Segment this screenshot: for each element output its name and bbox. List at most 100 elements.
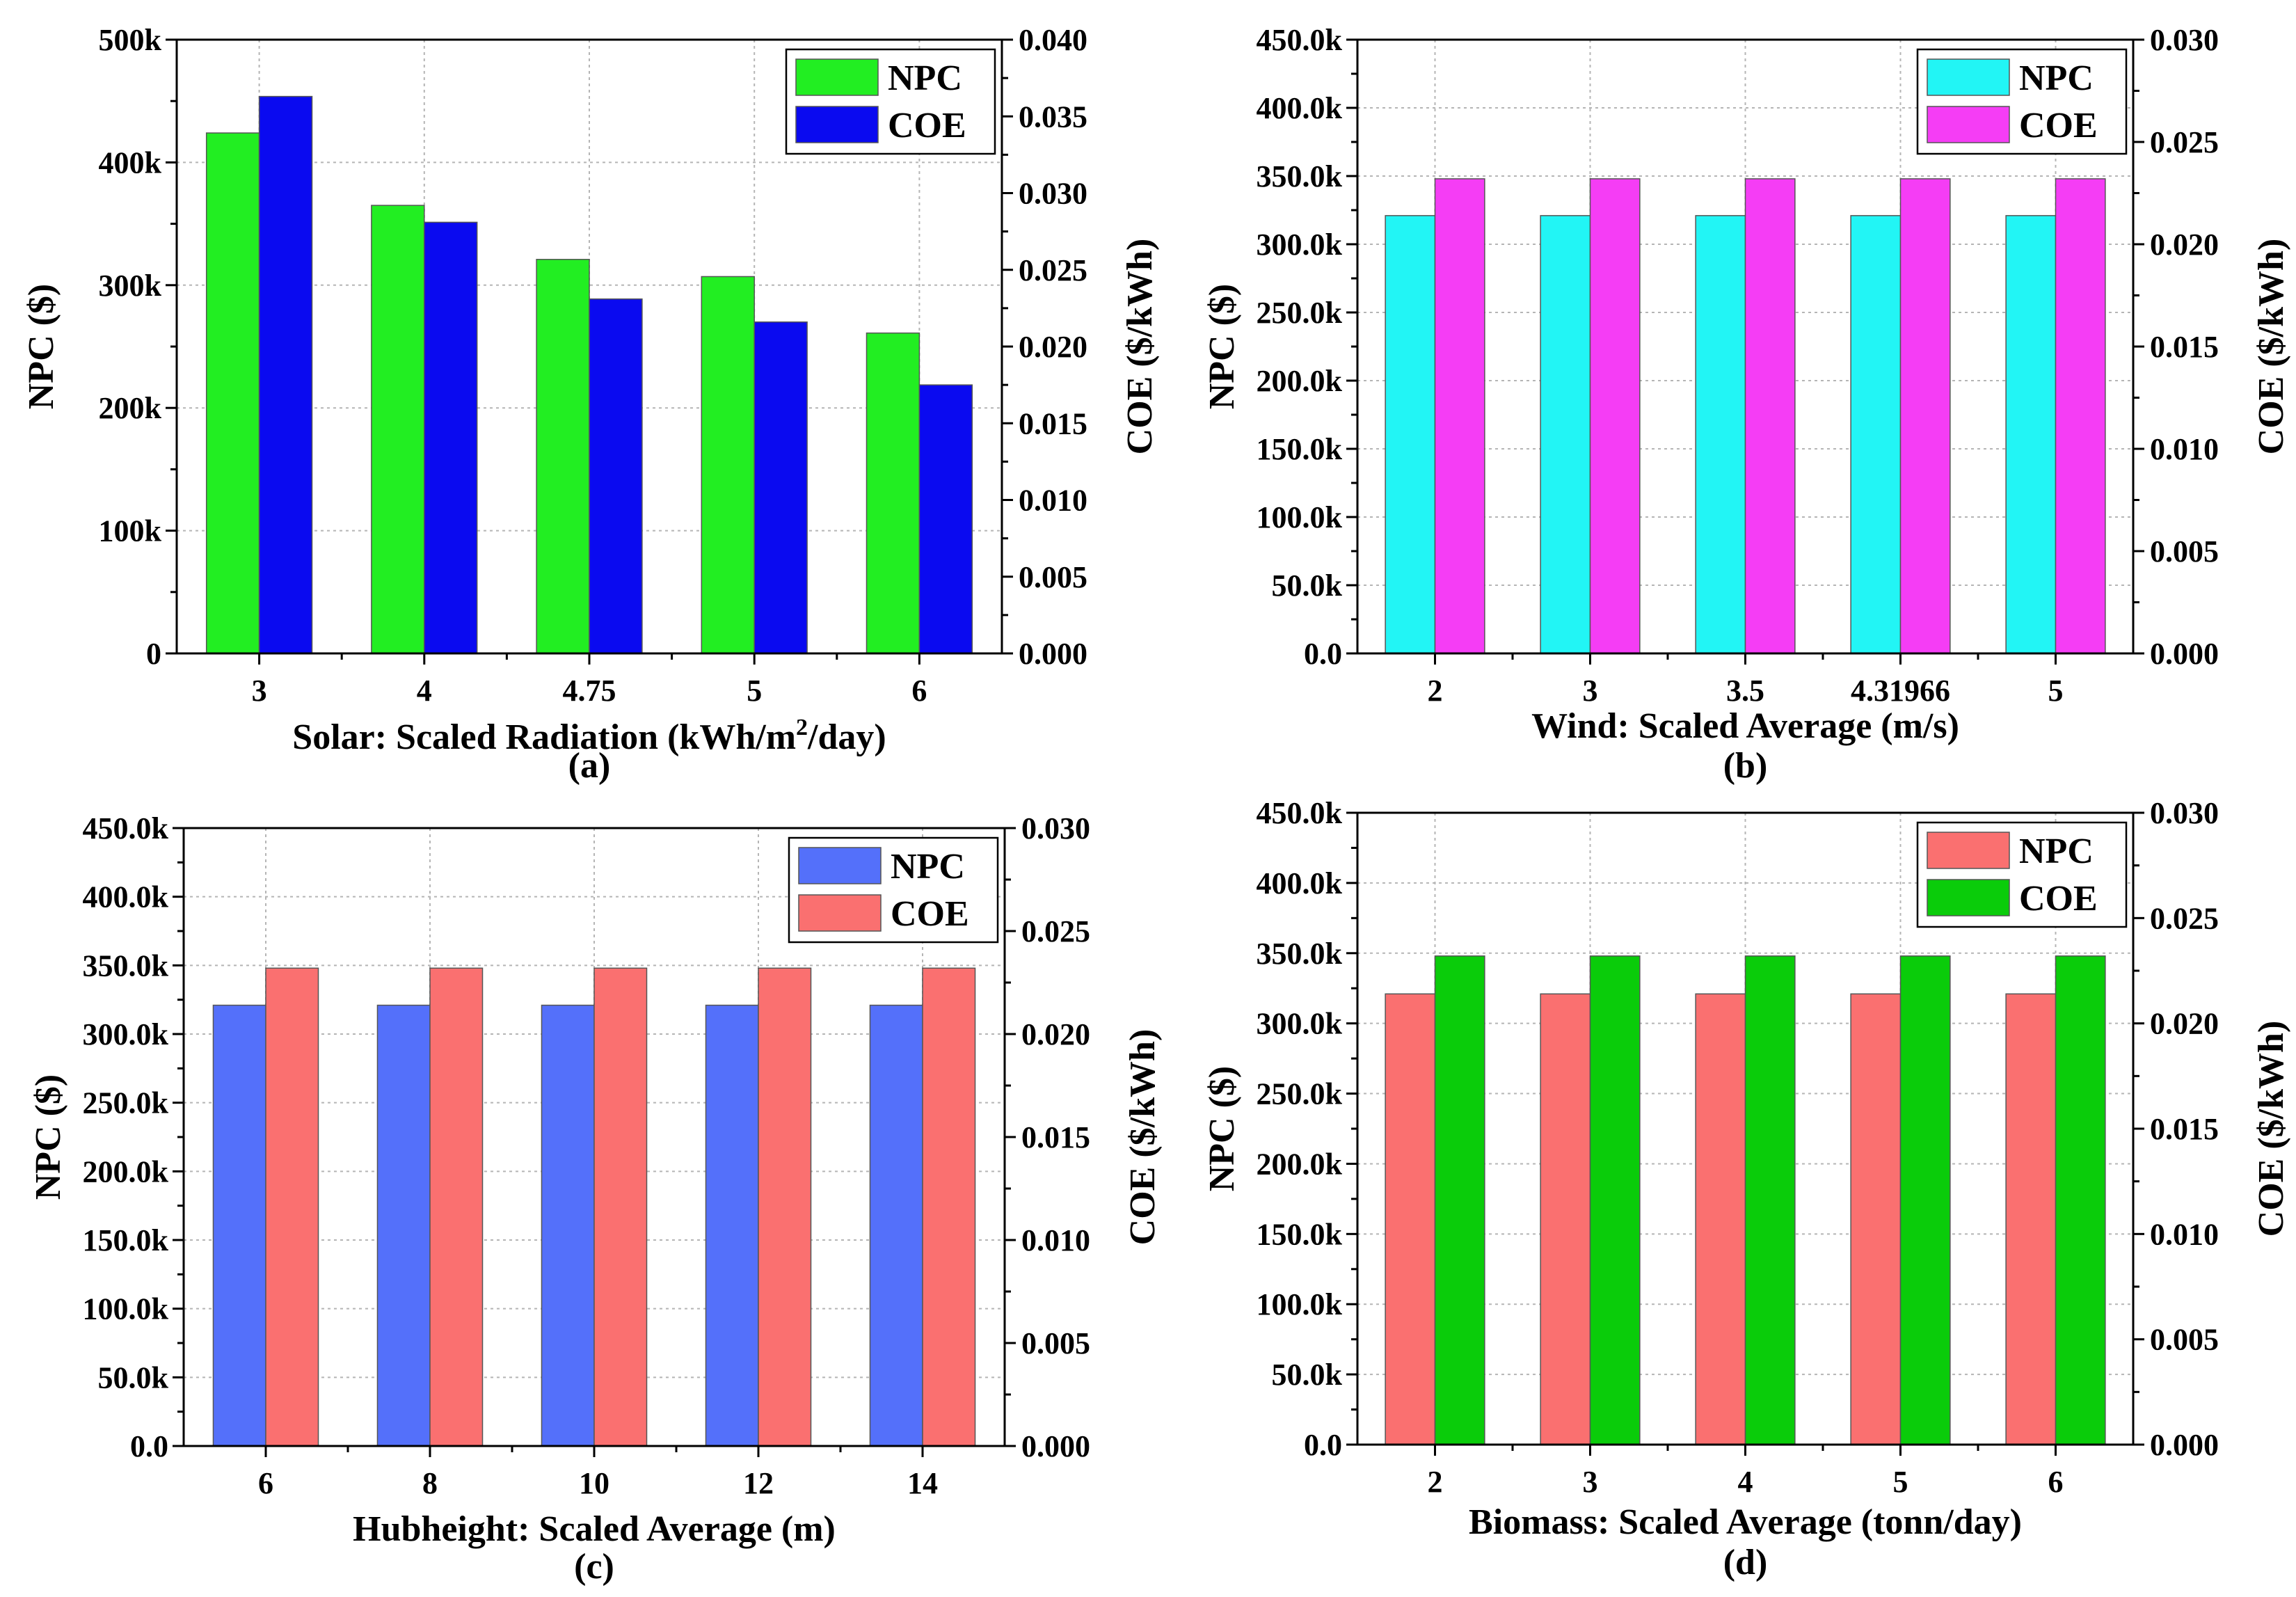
bar-coe-2: [1434, 955, 1485, 1445]
legend-swatch-npc: [1927, 58, 2010, 96]
left-axis-title: NPC ($): [22, 284, 61, 410]
bar-coe-5: [754, 321, 808, 654]
bar-coe-2: [1434, 178, 1485, 654]
legend-label-npc: NPC: [891, 847, 965, 887]
bar-npc-2: [1385, 993, 1436, 1445]
left-tick-label: 50.0k: [98, 1360, 169, 1395]
right-tick-label: 0.005: [2150, 1323, 2219, 1357]
bar-coe-6: [2055, 955, 2106, 1445]
legend-label-coe: COE: [2019, 106, 2098, 145]
right-tick-label: 0.010: [2150, 1217, 2219, 1251]
right-tick-label: 0.020: [1021, 1017, 1090, 1051]
left-tick-label: 350.0k: [83, 948, 169, 983]
legend-swatch-npc: [1927, 832, 2010, 869]
panel-caption: (d): [1723, 1543, 1768, 1582]
left-tick-label: 150.0k: [1257, 1217, 1343, 1251]
x-tick-label: 4.31966: [1851, 674, 1950, 708]
right-tick-label: 0.015: [2150, 330, 2219, 364]
x-tick-label: 5: [747, 674, 762, 708]
x-tick-label: 3: [1583, 1465, 1598, 1499]
x-axis-title: Biomass: Scaled Average (tonn/day): [1469, 1502, 2022, 1542]
left-tick-label: 150.0k: [1257, 432, 1343, 466]
bar-npc-3: [205, 132, 260, 654]
bar-npc-10: [541, 1004, 595, 1447]
legend-label-npc: NPC: [2019, 58, 2094, 98]
left-tick-label: 50.0k: [1272, 569, 1343, 603]
bar-npc-8: [376, 1004, 431, 1447]
left-tick-label: 100.0k: [1257, 1287, 1343, 1321]
left-tick-label: 250.0k: [1257, 1077, 1343, 1111]
bar-npc-4: [1695, 993, 1746, 1445]
right-tick-label: 0.010: [1021, 1223, 1090, 1257]
left-tick-label: 450.0k: [1257, 23, 1343, 57]
legend: NPC COE: [1916, 821, 2128, 928]
left-tick-label: 100.0k: [83, 1292, 169, 1326]
left-tick-label: 400.0k: [1257, 866, 1343, 900]
bar-coe-3: [258, 95, 313, 654]
right-tick-label: 0.040: [1019, 23, 1087, 57]
bar-coe-6: [918, 384, 973, 654]
left-tick-label: 200k: [99, 391, 162, 425]
left-tick-label: 400.0k: [1257, 91, 1343, 125]
left-tick-label: 100.0k: [1257, 500, 1343, 534]
legend-swatch-npc: [798, 847, 882, 884]
bar-coe-8: [429, 967, 484, 1447]
left-tick-label: 0.0: [130, 1429, 168, 1463]
bar-npc-3: [1540, 993, 1591, 1445]
right-axis-title: COE ($/kWh): [2251, 1021, 2291, 1237]
left-tick-label: 50.0k: [1272, 1358, 1343, 1392]
legend-swatch-coe: [1927, 879, 2010, 916]
bar-coe-4.75: [589, 298, 643, 654]
bar-npc-2: [1385, 215, 1436, 654]
x-tick-label: 4: [417, 674, 432, 708]
bar-npc-6: [212, 1004, 266, 1447]
x-tick-label: 4.75: [563, 674, 616, 708]
left-tick-label: 450.0k: [83, 811, 169, 845]
legend-swatch-coe: [795, 106, 879, 143]
chart-panel-b: 0.050.0k100.0k150.0k200.0k250.0k300.0k35…: [1202, 23, 2291, 786]
left-tick-label: 250.0k: [1257, 296, 1343, 330]
chart-panel-c: 0.0 50.0k 100.0k 150.0k 200.0k 250.0k 300.0k 35…: [29, 811, 1163, 1587]
left-tick-label: 450.0k: [1257, 796, 1343, 830]
left-tick-label: 300.0k: [1257, 228, 1343, 262]
bar-coe-14: [922, 967, 976, 1447]
left-tick-label: 200.0k: [1257, 364, 1343, 398]
x-tick-label: 10: [579, 1466, 609, 1500]
bar-npc-5: [701, 276, 755, 654]
bar-npc-4.75: [536, 259, 590, 654]
bar-coe-4: [1744, 955, 1796, 1445]
bar-npc-5: [2005, 215, 2057, 654]
legend-label-coe: COE: [891, 894, 969, 934]
right-tick-label: 0.025: [1019, 253, 1087, 287]
x-axis-title: Solar: Scaled Radiation (kWh/m2/day): [292, 715, 886, 757]
left-tick-label: 350.0k: [1257, 937, 1343, 971]
legend-label-npc: NPC: [2019, 832, 2094, 871]
legend-swatch-coe: [798, 894, 882, 932]
left-tick-label: 400.0k: [83, 880, 169, 914]
right-tick-label: 0.000: [2150, 1428, 2219, 1462]
legend-label-coe: COE: [888, 106, 966, 145]
x-tick-label: 12: [743, 1466, 774, 1500]
left-axis-title: NPC ($): [1202, 1066, 1242, 1192]
legend: NPC COE: [788, 836, 999, 944]
left-tick-label: 350.0k: [1257, 159, 1343, 193]
right-tick-label: 0.000: [2150, 637, 2219, 671]
bar-npc-6: [2005, 993, 2057, 1445]
legend: NPC COE: [1916, 48, 2128, 155]
right-tick-label: 0.005: [1019, 560, 1087, 594]
bar-npc-4.31966: [1850, 215, 1902, 654]
bar-npc-4: [371, 205, 425, 654]
right-tick-label: 0.030: [2150, 23, 2219, 57]
bar-coe-10: [593, 967, 648, 1447]
right-tick-label: 0.010: [1019, 484, 1087, 518]
x-axis-title: Wind: Scaled Average (m/s): [1531, 706, 1959, 746]
left-tick-label: 300k: [99, 269, 162, 303]
bar-coe-5: [1899, 955, 1951, 1445]
left-tick-label: 400k: [99, 145, 162, 180]
right-tick-label: 0.020: [2150, 228, 2219, 262]
x-tick-label: 8: [422, 1466, 438, 1500]
legend-label-npc: NPC: [888, 58, 962, 98]
right-tick-label: 0.020: [2150, 1007, 2219, 1041]
right-axis-title: COE ($/kWh): [2251, 239, 2291, 455]
